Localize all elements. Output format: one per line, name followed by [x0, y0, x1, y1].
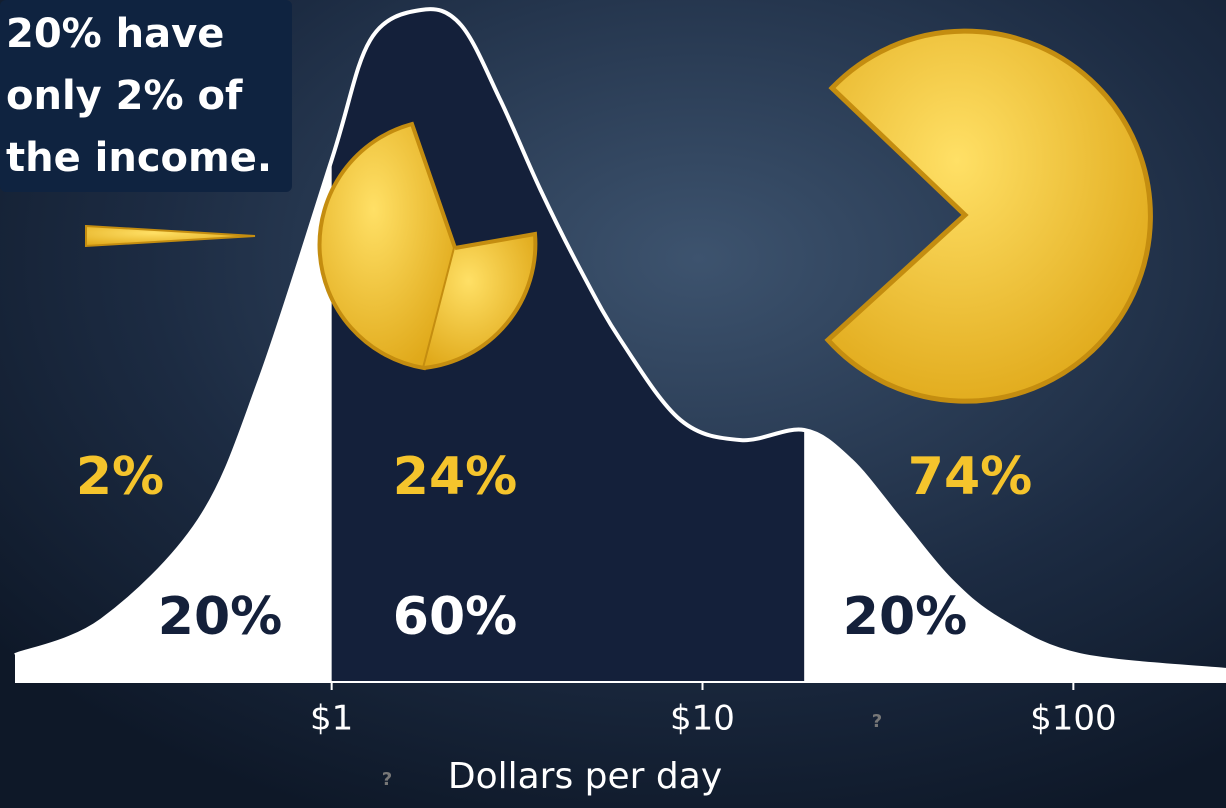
x-tick-label: $1 — [310, 699, 353, 739]
share-label: 24% — [393, 447, 517, 507]
annotation-box — [0, 0, 292, 192]
curve — [14, 7, 1226, 672]
share-label: 74% — [908, 447, 1032, 507]
help-mark: ? — [382, 769, 392, 790]
coin-wedge — [317, 121, 458, 371]
share-label: 60% — [393, 587, 517, 647]
coin-wedge — [423, 231, 538, 370]
help-mark: ? — [872, 711, 882, 732]
annotation: only 2% of — [6, 73, 243, 119]
share-label: 20% — [843, 587, 967, 647]
x-axis-label: Dollars per day — [448, 756, 722, 797]
coin-sliver — [85, 224, 256, 248]
x-tick-label: $10 — [670, 699, 735, 739]
share-label: 20% — [158, 587, 282, 647]
annotation: 20% have — [6, 11, 224, 57]
share-label: 2% — [76, 447, 164, 507]
x-tick-label: $100 — [1030, 699, 1117, 739]
coin-pacman — [824, 28, 1153, 404]
annotation: the income. — [6, 135, 272, 181]
